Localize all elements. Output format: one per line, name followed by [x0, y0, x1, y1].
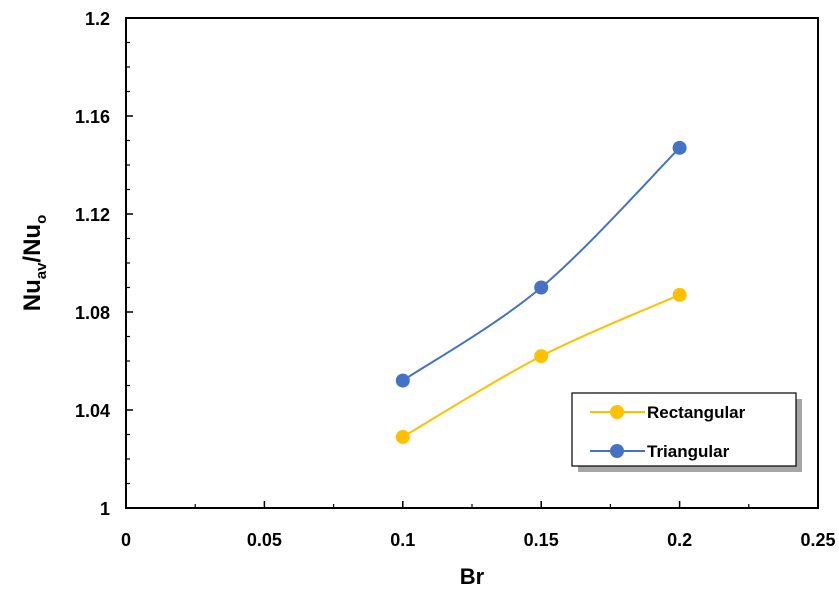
y-axis-title: Nuav/Nuo: [19, 215, 50, 312]
legend-box: [571, 392, 797, 467]
data-point-triangular: [534, 280, 549, 295]
y-tick-label: 1: [100, 499, 110, 519]
data-point-rectangular: [534, 349, 549, 364]
y-tick-label: 1.04: [75, 401, 110, 421]
y-tick-label: 1.08: [75, 303, 110, 323]
y-tick-label: 1.2: [85, 9, 110, 29]
y-axis-ticks: 1 1.04 1.08 1.12 1.16 1.2: [75, 9, 133, 519]
x-tick-label: 0.25: [800, 530, 835, 550]
data-point-triangular: [395, 373, 410, 388]
legend-marker-rectangular: [610, 405, 624, 419]
data-point-rectangular: [395, 429, 410, 444]
data-point-triangular: [672, 140, 687, 155]
y-tick-label: 1.16: [75, 107, 110, 127]
y-axis-title-sub1: av: [33, 262, 50, 279]
x-tick-label: 0: [121, 530, 131, 550]
x-tick-label: 0.05: [247, 530, 282, 550]
y-axis-title-sub2: o: [33, 215, 50, 224]
x-axis-title: Br: [460, 564, 485, 589]
y-tick-label: 1.12: [75, 205, 110, 225]
y-axis-title-sep: /: [19, 256, 46, 263]
x-tick-label: 0.1: [390, 530, 415, 550]
legend-marker-triangular: [610, 444, 624, 458]
x-tick-label: 0.15: [524, 530, 559, 550]
x-tick-label: 0.2: [667, 530, 692, 550]
legend-label-triangular: Triangular: [647, 442, 730, 461]
x-axis-ticks: 0 0.05 0.1 0.15 0.2 0.25: [121, 501, 836, 550]
data-point-rectangular: [672, 287, 687, 302]
legend: Rectangular Triangular: [571, 392, 802, 472]
y-axis-title-base1: Nu: [19, 279, 46, 311]
legend-label-rectangular: Rectangular: [647, 403, 746, 422]
series-layer: [395, 140, 687, 444]
y-axis-title-base2: Nu: [19, 224, 46, 256]
